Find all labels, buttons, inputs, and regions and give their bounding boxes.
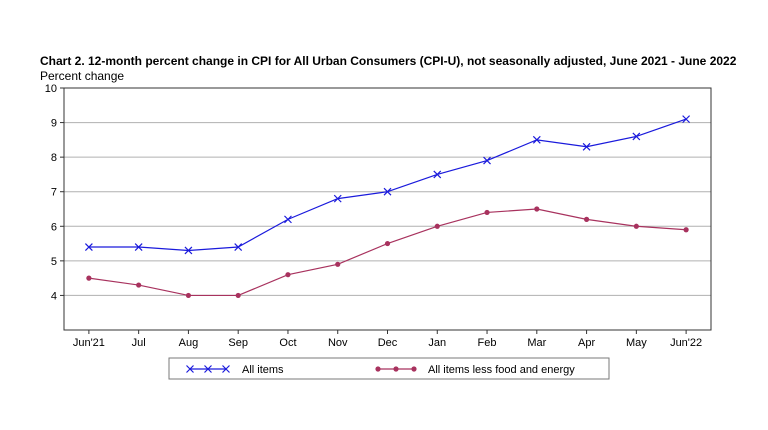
y-tick-label: 6 — [51, 221, 57, 233]
data-point — [234, 243, 243, 251]
legend-marker — [393, 366, 399, 372]
data-point — [134, 243, 143, 251]
x-tick-label: Feb — [478, 337, 497, 349]
legend-label: All items less food and energy — [428, 364, 575, 376]
series-all-items — [84, 115, 691, 255]
x-tick-label: Mar — [527, 337, 546, 349]
data-point — [185, 292, 192, 299]
data-point — [335, 261, 341, 267]
data-point — [483, 156, 491, 165]
y-tick-label: 9 — [51, 118, 57, 130]
y-tick-label: 10 — [45, 83, 57, 95]
x-tick-label: Sep — [228, 337, 248, 349]
data-point — [86, 275, 92, 281]
legend-marker — [222, 365, 230, 373]
plot-area-frame — [63, 87, 712, 331]
data-point — [384, 240, 391, 247]
y-tick-label: 7 — [51, 187, 57, 199]
data-point — [682, 115, 691, 124]
data-point — [433, 170, 442, 179]
data-point — [583, 216, 590, 222]
x-tick-label: Apr — [578, 337, 595, 349]
legend: All items All items less food and energy — [168, 357, 610, 380]
legend-marker — [375, 366, 381, 372]
data-point — [284, 215, 292, 224]
data-point — [633, 223, 639, 229]
x-tick-label: Jun'22 — [670, 337, 702, 349]
data-point — [434, 223, 440, 229]
chart-title: Chart 2. 12-month percent change in CPI … — [40, 54, 737, 68]
x-axis-ticks: Jun'21 Jul Aug Sep Oct Nov Dec Jan Feb Mar Apr May J… — [73, 330, 702, 349]
x-tick-label: Jun'21 — [73, 337, 105, 349]
x-tick-label: Jan — [428, 337, 446, 349]
y-axis-ticks: 4 5 6 7 8 9 10 — [45, 83, 64, 302]
y-axis-label: Percent change — [40, 69, 125, 83]
legend-item: All items — [186, 364, 284, 376]
x-tick-label: Oct — [279, 337, 296, 349]
legend-item: All items less food and energy — [375, 364, 575, 376]
x-tick-label: Dec — [378, 337, 398, 349]
legend-marker — [411, 366, 417, 372]
x-tick-label: May — [626, 337, 647, 349]
x-tick-label: Nov — [328, 337, 348, 349]
data-point — [532, 135, 541, 144]
data-point — [184, 246, 193, 255]
data-point — [383, 187, 392, 196]
series-line — [88, 208, 687, 297]
data-point — [235, 292, 241, 299]
legend-marker — [204, 365, 212, 373]
series-layer — [84, 115, 691, 299]
y-tick-label: 8 — [51, 152, 57, 164]
series-line — [88, 118, 687, 252]
legend-marker — [186, 365, 194, 373]
x-tick-label: Jul — [132, 337, 146, 349]
series-core — [86, 206, 689, 299]
data-point — [285, 272, 291, 278]
data-point — [683, 227, 689, 233]
data-point — [333, 194, 342, 203]
data-point — [136, 282, 142, 288]
data-point — [84, 243, 93, 251]
data-point — [632, 132, 641, 141]
y-tick-label: 4 — [51, 290, 57, 302]
data-point — [582, 142, 591, 151]
data-point — [534, 206, 540, 212]
x-tick-label: Aug — [179, 337, 199, 349]
data-point — [484, 209, 490, 216]
legend-label: All items — [242, 364, 284, 376]
y-tick-label: 5 — [51, 256, 57, 268]
